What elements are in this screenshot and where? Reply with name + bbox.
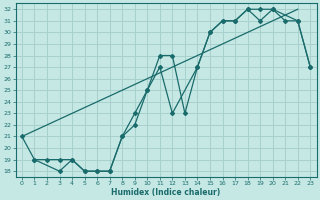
X-axis label: Humidex (Indice chaleur): Humidex (Indice chaleur) <box>111 188 221 197</box>
